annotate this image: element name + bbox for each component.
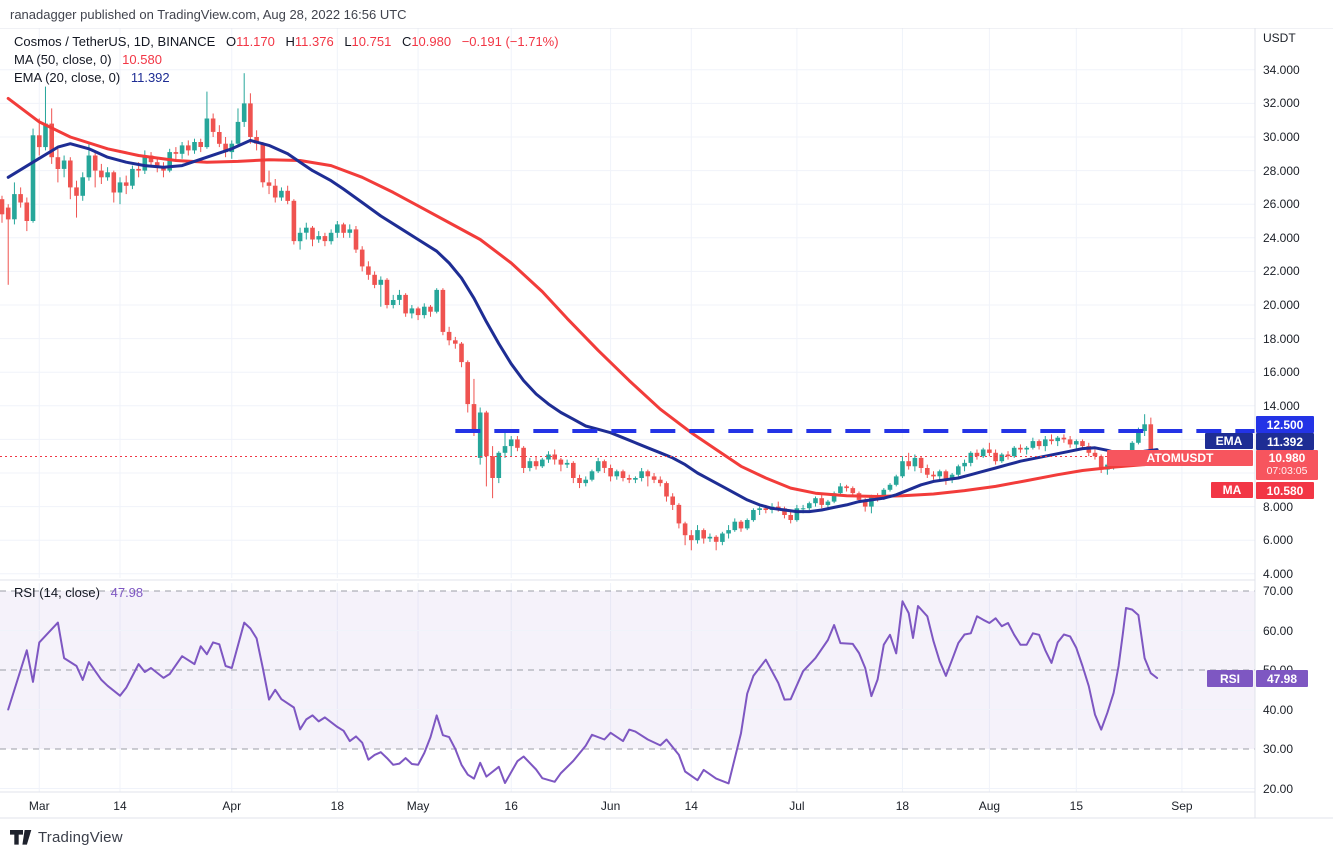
- price-tick-label: 4.000: [1263, 566, 1294, 581]
- last-price-value: 10.980: [1268, 451, 1306, 465]
- rsi-tick-label: 60.00: [1263, 623, 1294, 638]
- time-tick-label: 18: [895, 799, 910, 813]
- rsi-name-badge: RSI: [1207, 670, 1253, 687]
- ma-legend-row[interactable]: MA (50, close, 0) 10.580: [14, 51, 559, 68]
- ema-name-badge: EMA: [1205, 433, 1253, 449]
- ma50-line: [6, 96, 1159, 498]
- rsi-tick-label: 20.00: [1263, 781, 1294, 796]
- ma-label: MA (50, close, 0): [14, 52, 112, 67]
- ma-value: 10.580: [122, 52, 162, 67]
- time-tick-label: May: [406, 799, 430, 813]
- rsi-value: 47.98: [110, 585, 144, 600]
- symbol-legend-row[interactable]: Cosmos / TetherUS, 1D, BINANCE O11.170 H…: [14, 33, 559, 50]
- ema-value-badge: 11.392: [1256, 433, 1314, 450]
- chart-legend: Cosmos / TetherUS, 1D, BINANCE O11.170 H…: [14, 33, 559, 87]
- ema-value: 11.392: [130, 70, 170, 85]
- close-value: 10.980: [411, 34, 452, 49]
- time-tick-label: 18: [330, 799, 345, 813]
- rsi-line: [7, 600, 1159, 785]
- price-tick-label: 16.000: [1263, 365, 1300, 380]
- price-tick-label: 14.000: [1263, 398, 1300, 413]
- symbol-title: Cosmos / TetherUS, 1D, BINANCE: [14, 34, 216, 49]
- last-price-badge: 10.980 07:03:05: [1256, 450, 1318, 480]
- time-tick-label: Mar: [28, 799, 50, 813]
- high-value: 11.376: [294, 34, 334, 49]
- rsi-tick-label: 40.00: [1263, 702, 1294, 717]
- time-tick-label: 14: [684, 799, 698, 813]
- price-tick-label: 28.000: [1263, 163, 1300, 178]
- rsi-value-badge: 47.98: [1256, 670, 1308, 687]
- price-tick-label: 32.000: [1263, 96, 1300, 111]
- price-tick-label: 22.000: [1263, 264, 1300, 279]
- ema-legend-row[interactable]: EMA (20, close, 0) 11.392: [14, 69, 559, 86]
- open-label: O: [225, 34, 237, 49]
- bar-countdown: 07:03:05: [1266, 465, 1308, 477]
- price-tick-label: 8.000: [1263, 499, 1294, 514]
- publish-caption: ranadagger published on TradingView.com,…: [10, 7, 407, 22]
- ema20-line: [6, 138, 1159, 514]
- low-label: L: [344, 34, 352, 49]
- ma-value-badge: 10.580: [1256, 482, 1314, 499]
- candlestick-layer: [0, 73, 1160, 551]
- rsi-legend-row[interactable]: RSI (14, close) 47.98: [14, 585, 143, 600]
- tradingview-logo-text: TradingView: [38, 829, 123, 846]
- close-label: C: [401, 34, 412, 49]
- time-tick-label: 16: [504, 799, 518, 813]
- price-tick-label: 20.000: [1263, 298, 1300, 312]
- rsi-label: RSI (14, close): [14, 585, 100, 600]
- rsi-tick-label: 70.00: [1263, 584, 1294, 598]
- time-tick-label: Sep: [1171, 799, 1193, 813]
- time-tick-label: Jun: [600, 799, 621, 813]
- time-tick-label: 14: [113, 799, 127, 813]
- ma-name-badge: MA: [1211, 482, 1253, 498]
- time-tick-label: 15: [1069, 799, 1084, 813]
- low-value: 10.751: [351, 34, 392, 49]
- resistance-price-badge: 12.500: [1256, 416, 1314, 433]
- time-tick-label: Jul: [789, 799, 805, 813]
- symbol-name-badge: ATOMUSDT: [1107, 450, 1253, 466]
- open-value: 11.170: [236, 34, 275, 49]
- tradingview-logo-icon: [10, 830, 32, 845]
- change-value: −0.191 (−1.71%): [461, 34, 559, 49]
- time-tick-label: Apr: [222, 799, 242, 813]
- price-tick-label: 30.000: [1263, 130, 1300, 144]
- price-axis-unit: USDT: [1263, 31, 1296, 45]
- price-tick-label: 26.000: [1263, 197, 1300, 212]
- ema-label: EMA (20, close, 0): [14, 70, 121, 85]
- time-tick-label: Aug: [978, 799, 1001, 813]
- rsi-tick-label: 30.00: [1263, 742, 1294, 756]
- price-tick-label: 6.000: [1263, 533, 1294, 548]
- price-tick-label: 24.000: [1263, 230, 1300, 245]
- price-tick-label: 18.000: [1263, 331, 1300, 346]
- price-tick-label: 34.000: [1263, 62, 1300, 77]
- publish-info-bar: ranadagger published on TradingView.com,…: [0, 0, 1333, 28]
- high-label: H: [285, 34, 295, 49]
- tradingview-logo[interactable]: TradingView: [10, 829, 123, 846]
